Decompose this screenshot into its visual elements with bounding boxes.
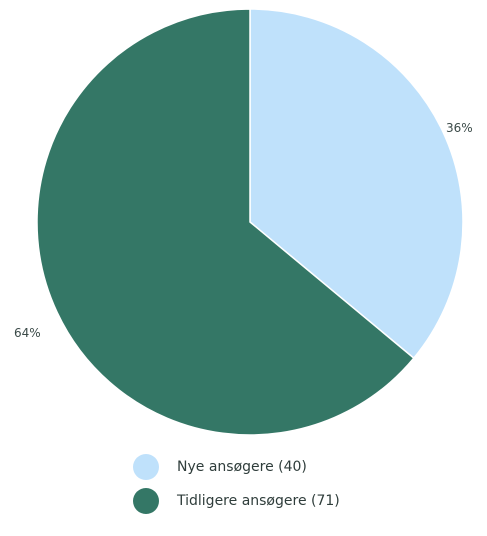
- slice-label-nye: 36%: [446, 121, 473, 135]
- pie-slice-tidligere: [36, 8, 415, 436]
- slice-label-tidligere: 64%: [14, 326, 41, 340]
- legend: Nye ansøgere (40) Tidligere ansøgere (71…: [133, 454, 340, 522]
- legend-item-nye: Nye ansøgere (40): [133, 454, 340, 480]
- legend-item-tidligere: Tidligere ansøgere (71): [133, 488, 340, 514]
- legend-label-tidligere: Tidligere ansøgere (71): [177, 493, 340, 509]
- pie-slice-nye: [249, 8, 464, 360]
- legend-swatch-tidligere: [133, 488, 159, 514]
- legend-label-nye: Nye ansøgere (40): [177, 459, 307, 475]
- pie-svg: [36, 8, 464, 436]
- legend-swatch-nye: [133, 454, 159, 480]
